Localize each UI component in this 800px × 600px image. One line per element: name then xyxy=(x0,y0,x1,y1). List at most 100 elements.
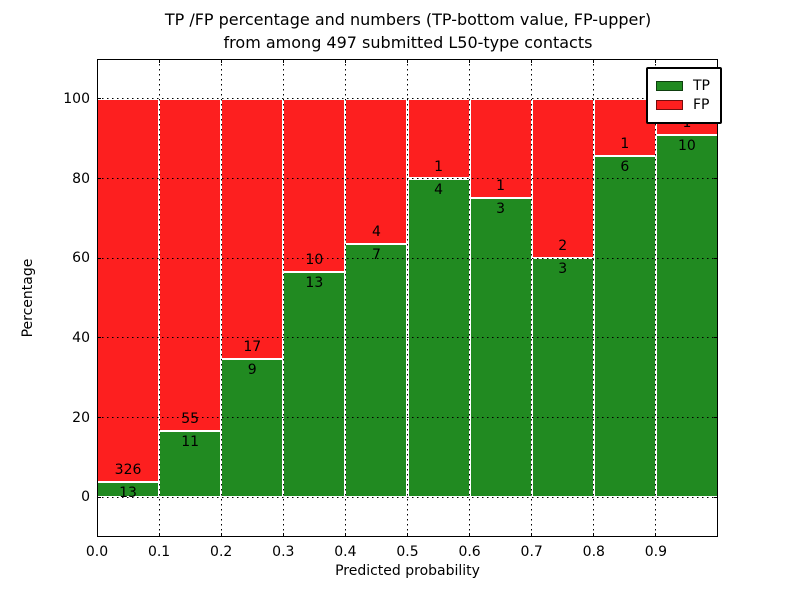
tick-bottom-0.4 xyxy=(344,533,346,537)
y-tick-label-60: 60 xyxy=(72,250,90,267)
x-tick-label-0.8: 0.8 xyxy=(582,544,605,560)
tick-bottom-0.7 xyxy=(531,533,533,537)
tick-right-40 xyxy=(714,337,718,339)
tick-top-0.5 xyxy=(407,59,408,63)
tick-top-0.4 xyxy=(344,59,346,63)
bar-segment-fp-0.0-0.1 xyxy=(97,98,160,482)
bar-count-tp-0.6-0.7: 3 xyxy=(496,201,506,218)
bar-count-tp-0.5-0.6: 4 xyxy=(434,181,443,198)
bar-segment-tp-0.8-0.9 xyxy=(593,155,656,498)
tick-top-0.0 xyxy=(97,59,98,63)
bar-segment-tp-0.2-0.3 xyxy=(221,359,284,498)
gridline-x-0.9 xyxy=(655,59,657,537)
tick-left-0 xyxy=(97,496,101,498)
legend-label-tp: TP xyxy=(693,78,710,94)
bar-count-fp-0.7-0.8: 2 xyxy=(558,238,568,255)
bar-segment-tp-0.7-0.8 xyxy=(531,258,594,498)
tick-bottom-0.0 xyxy=(97,533,98,537)
bar-segment-tp-0.4-0.5 xyxy=(345,243,408,498)
x-tick-label-0.1: 0.1 xyxy=(147,544,171,560)
bar-count-tp-0.1-0.2: 11 xyxy=(181,433,200,450)
x-tick-label-0.9: 0.9 xyxy=(644,544,668,560)
legend-item-tp: TP xyxy=(656,78,710,94)
tick-right-80 xyxy=(714,178,718,179)
bar-segment-fp-0.1-0.2 xyxy=(159,98,222,431)
x-tick-label-0.0: 0.0 xyxy=(85,544,109,560)
bar-segment-fp-0.5-0.6 xyxy=(407,98,470,179)
x-tick-label-0.7: 0.7 xyxy=(520,544,543,560)
tick-top-0.9 xyxy=(655,59,657,63)
gridline-x-0.4 xyxy=(344,59,346,537)
tick-bottom-0.2 xyxy=(220,533,222,537)
tick-right-0 xyxy=(714,496,718,498)
bar-count-tp-0.8-0.9: 6 xyxy=(620,158,630,175)
chart-title-line1: TP /FP percentage and numbers (TP-bottom… xyxy=(164,10,652,29)
bar-count-fp-0.1-0.2: 55 xyxy=(181,410,200,427)
gridline-x-0.2 xyxy=(220,59,222,537)
bar-count-tp-0.4-0.5: 7 xyxy=(371,246,381,263)
chart-title-line2: from among 497 submitted L50-type contac… xyxy=(223,33,593,52)
tick-top-0.6 xyxy=(469,59,471,63)
bar-count-fp-0.6-0.7: 1 xyxy=(496,178,506,195)
gridline-x-0.8 xyxy=(593,59,595,537)
tick-top-0.1 xyxy=(158,59,160,63)
bar-segment-tp-0.3-0.4 xyxy=(283,272,346,498)
gridline-x-0.3 xyxy=(282,59,284,537)
x-tick-label-0.5: 0.5 xyxy=(396,544,419,560)
bar-segment-tp-0.6-0.7 xyxy=(469,198,532,498)
bar-segment-tp-0.1-0.2 xyxy=(159,430,222,498)
tick-right-60 xyxy=(714,257,718,259)
tick-top-1 xyxy=(717,59,718,63)
x-tick-label-0.4: 0.4 xyxy=(334,544,357,560)
bar-segment-tp-0.9-1.0 xyxy=(655,135,718,498)
tick-left-80 xyxy=(97,178,101,179)
tick-left-40 xyxy=(97,337,101,339)
tick-top-0.8 xyxy=(593,59,595,63)
tick-bottom-0.5 xyxy=(407,533,408,537)
gridline-x-0.6 xyxy=(469,59,471,537)
tick-right-20 xyxy=(714,417,718,418)
y-tick-label-40: 40 xyxy=(72,329,90,346)
y-tick-label-20: 20 xyxy=(72,409,90,426)
x-tick-label-0.3: 0.3 xyxy=(272,544,295,560)
bar-count-tp-0.7-0.8: 3 xyxy=(558,261,568,278)
gridline-x-0.5 xyxy=(407,59,408,537)
tick-top-0.7 xyxy=(531,59,533,63)
gridline-x-0.7 xyxy=(531,59,533,537)
tick-top-0.2 xyxy=(220,59,222,63)
bar-segment-fp-0.4-0.5 xyxy=(345,98,408,244)
y-tick-label-0: 0 xyxy=(81,489,90,506)
bar-count-fp-0.0-0.1: 326 xyxy=(114,461,142,478)
x-tick-label-0.2: 0.2 xyxy=(210,544,233,560)
legend-label-fp: FP xyxy=(693,97,710,113)
y-axis-label: Percentage xyxy=(20,258,36,338)
y-tick-label-100: 100 xyxy=(63,90,90,107)
tick-bottom-0.3 xyxy=(282,533,284,537)
tick-left-60 xyxy=(97,257,101,259)
legend-item-fp: FP xyxy=(656,97,710,113)
bar-count-fp-0.3-0.4: 10 xyxy=(305,252,324,269)
bar-segment-fp-0.3-0.4 xyxy=(283,98,346,273)
bar-count-tp-0.0-0.1: 13 xyxy=(119,484,137,501)
tick-top-0.3 xyxy=(282,59,284,63)
tick-bottom-0.8 xyxy=(593,533,595,537)
tick-bottom-0.9 xyxy=(655,533,657,537)
bar-count-fp-0.4-0.5: 4 xyxy=(371,223,381,240)
tick-bottom-0.1 xyxy=(158,533,160,537)
bar-count-fp-0.2-0.3: 17 xyxy=(243,339,262,356)
bar-count-tp-0.3-0.4: 13 xyxy=(305,275,324,292)
legend: TP FP xyxy=(646,67,722,124)
legend-swatch-fp xyxy=(656,100,683,110)
bar-count-fp-0.8-0.9: 1 xyxy=(620,135,630,152)
legend-swatch-tp xyxy=(656,81,683,91)
x-axis-label: Predicted probability xyxy=(335,563,480,579)
bar-count-fp-0.5-0.6: 1 xyxy=(434,158,443,175)
plot-area: 32613551117910134714132316110 xyxy=(97,59,718,537)
tick-left-100 xyxy=(97,98,101,100)
bar-segment-fp-0.6-0.7 xyxy=(469,98,532,199)
tick-left-20 xyxy=(97,417,101,418)
bar-segment-fp-0.8-0.9 xyxy=(593,98,656,156)
bar-count-tp-0.2-0.3: 9 xyxy=(247,362,257,379)
y-tick-label-80: 80 xyxy=(72,170,90,187)
